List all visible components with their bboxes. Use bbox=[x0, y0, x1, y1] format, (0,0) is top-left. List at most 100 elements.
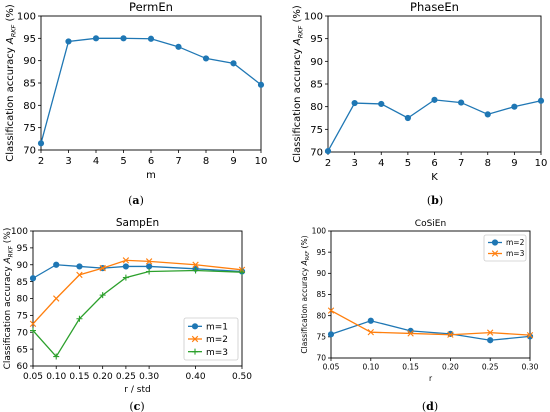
x-tick-label: 0.20 bbox=[93, 372, 113, 382]
y-axis-label-symbol: A bbox=[300, 260, 309, 266]
y-tick-label: 75 bbox=[316, 332, 326, 341]
series-line bbox=[32, 264, 243, 279]
y-tick-label: 95 bbox=[17, 244, 28, 254]
y-tick-label: 95 bbox=[310, 34, 323, 45]
chart-title: PermEn bbox=[129, 0, 173, 14]
data-point bbox=[458, 99, 465, 106]
panel-label-letter: d bbox=[426, 400, 434, 412]
y-axis-label-subscript: RKF bbox=[297, 25, 305, 38]
data-point bbox=[351, 99, 358, 107]
data-point bbox=[53, 295, 60, 302]
y-tick-label: 95 bbox=[23, 34, 36, 45]
series-line bbox=[40, 37, 262, 144]
y-tick-label: 80 bbox=[17, 295, 29, 305]
chart-panel-phaseen: PhaseEn 2 3 4 5 6 7 8 9 10 70 75 80 85 90 95 100 K Classif… bbox=[292, 0, 547, 183]
x-tick-label: 4 bbox=[378, 158, 384, 169]
x-tick-label: 10 bbox=[535, 158, 548, 169]
series-m=2 bbox=[29, 257, 246, 328]
panel-label-letter: b bbox=[431, 194, 439, 207]
x-axis-label: r / std bbox=[124, 385, 150, 395]
x-tick-label: 0.10 bbox=[46, 372, 66, 382]
x-tick-label: 4 bbox=[93, 156, 99, 167]
x-tick-label: 0.30 bbox=[522, 363, 539, 372]
x-tick-label: 0.25 bbox=[116, 372, 136, 382]
y-tick-label: 100 bbox=[312, 227, 327, 236]
x-tick-label: 0.05 bbox=[323, 363, 340, 372]
data-point bbox=[404, 114, 411, 122]
data-point bbox=[29, 275, 37, 282]
data-point bbox=[484, 111, 491, 118]
legend-label: m=1 bbox=[206, 322, 228, 332]
y-tick-label: 85 bbox=[310, 80, 323, 91]
y-tick-label: 70 bbox=[316, 354, 326, 363]
y-axis-label-unit: (%) bbox=[5, 4, 16, 25]
x-tick-label: 0.15 bbox=[69, 372, 89, 382]
data-point bbox=[487, 337, 494, 344]
y-axis-label: Classification accuracy ARKF (%) bbox=[3, 228, 14, 370]
x-axis-label: r bbox=[429, 374, 433, 383]
data-point bbox=[192, 261, 199, 268]
y-tick-label: 95 bbox=[316, 248, 326, 257]
data-point bbox=[65, 38, 72, 45]
chart-panel-sampen: SampEn 0.05 0.10 0.15 0.20 0.25 0.30 0.40 0.50 60… bbox=[3, 217, 252, 395]
y-axis-label-main: Classification accuracy bbox=[300, 265, 309, 353]
x-tick-label: 0.30 bbox=[139, 372, 159, 382]
panel-label-letter: c bbox=[134, 400, 141, 412]
panel-label: (d) bbox=[422, 400, 438, 412]
series-line bbox=[32, 259, 243, 325]
data-point bbox=[30, 327, 36, 334]
y-axis-label-subscript: RKF bbox=[8, 245, 14, 257]
series-m=3 bbox=[327, 307, 534, 339]
y-tick-label: 85 bbox=[316, 290, 326, 299]
data-point bbox=[324, 147, 332, 155]
x-tick-label: 0.10 bbox=[362, 363, 379, 372]
data-point bbox=[491, 250, 499, 257]
y-tick-label: 100 bbox=[17, 12, 36, 23]
data-point bbox=[37, 140, 45, 147]
data-point bbox=[257, 81, 265, 88]
data-point bbox=[202, 55, 210, 62]
x-tick-label: 0.25 bbox=[482, 363, 499, 372]
data-point bbox=[122, 263, 129, 270]
data-point bbox=[53, 261, 60, 268]
data-point bbox=[192, 348, 198, 355]
y-axis-label-main: Classification accuracy bbox=[5, 44, 16, 162]
y-tick-label: 75 bbox=[23, 123, 36, 134]
legend: m=1 m=2 m=3 bbox=[183, 317, 239, 361]
panel-label-close: ) bbox=[439, 194, 443, 207]
x-tick-label: 7 bbox=[458, 158, 464, 169]
data-point bbox=[191, 335, 199, 343]
y-tick-label: 90 bbox=[17, 261, 29, 271]
y-tick-label: 80 bbox=[310, 102, 323, 113]
data-point bbox=[175, 43, 182, 50]
x-tick-label: 3 bbox=[351, 158, 357, 169]
series-line bbox=[327, 99, 542, 152]
y-tick-label: 80 bbox=[316, 311, 326, 320]
x-tick-label: 6 bbox=[431, 158, 437, 169]
y-tick-label: 100 bbox=[11, 227, 28, 237]
data-point bbox=[327, 331, 335, 338]
data-point bbox=[367, 317, 374, 324]
data-point bbox=[192, 267, 199, 274]
panel-label-open: ( bbox=[128, 194, 132, 207]
data-point bbox=[491, 239, 499, 246]
x-tick-label: 2 bbox=[38, 156, 44, 167]
series-m=3 bbox=[30, 267, 245, 360]
x-tick-label: 8 bbox=[203, 156, 209, 167]
series-main bbox=[324, 96, 545, 155]
y-tick-label: 85 bbox=[17, 278, 28, 288]
x-tick-label: 6 bbox=[148, 156, 154, 167]
data-point bbox=[511, 103, 518, 110]
y-tick-label: 85 bbox=[23, 79, 36, 90]
data-point bbox=[99, 264, 106, 272]
x-tick-label: 0.15 bbox=[402, 363, 419, 372]
series-m=2 bbox=[327, 317, 534, 344]
data-point bbox=[146, 263, 153, 270]
y-axis-label-unit: (%) bbox=[300, 235, 309, 250]
y-tick-label: 70 bbox=[23, 146, 36, 157]
y-tick-label: 70 bbox=[310, 148, 323, 159]
series-main bbox=[37, 35, 265, 147]
data-point bbox=[147, 35, 155, 42]
x-tick-label: 5 bbox=[405, 158, 411, 169]
x-tick-label: 7 bbox=[175, 156, 181, 167]
